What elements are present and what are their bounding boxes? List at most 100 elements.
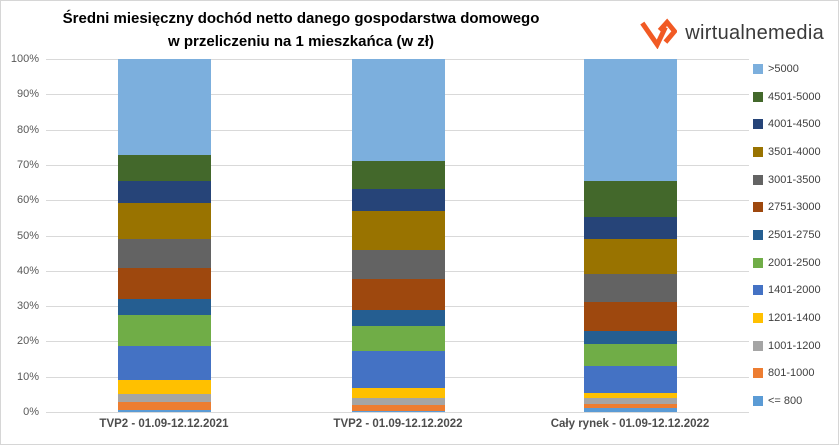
legend-swatch [753, 285, 763, 296]
category-label: TVP2 - 01.09-12.12.2022 [333, 418, 463, 430]
y-tick-label: 20% [16, 335, 39, 348]
stacked-bar [584, 59, 677, 412]
bar-segment [118, 346, 211, 381]
legend-label: 2001-2500 [768, 256, 821, 269]
bar-segment [584, 407, 677, 412]
chart-title: Średni miesięczny dochód netto danego go… [62, 10, 540, 50]
stacked-bar [118, 59, 211, 412]
legend-label: 1201-1400 [768, 311, 821, 324]
legend-label: >5000 [768, 63, 799, 75]
brand-logo-text: wirtualnemedia [685, 21, 824, 44]
bar-segment [584, 59, 677, 182]
bar-segment [118, 299, 211, 315]
y-tick-label: 90% [16, 88, 39, 101]
legend-item: 2001-2500 [753, 256, 838, 269]
bar-segment [352, 410, 445, 412]
wm-monogram-icon [640, 18, 678, 49]
y-tick-label: 0% [23, 406, 39, 418]
x-axis: TVP2 - 01.09-12.12.2021 TVP2 - 01.09-12.1… [46, 418, 749, 438]
bar-segment [118, 203, 211, 240]
legend-item: 3001-3500 [753, 173, 838, 186]
legend-item: 2501-2750 [753, 228, 838, 241]
bar-segment [118, 410, 211, 412]
y-tick-label: 50% [16, 229, 39, 242]
legend-item: 1401-2000 [753, 284, 838, 297]
legend-swatch [753, 174, 763, 185]
legend-label: 3001-3500 [768, 173, 821, 186]
bar-segment [352, 351, 445, 389]
legend-swatch [753, 119, 763, 130]
bar-segment [584, 216, 677, 239]
legend: >5000 4501-5000 4001-4500 3501-4000 3001-350… [753, 63, 838, 407]
bar-segment [584, 238, 677, 275]
legend-swatch [753, 312, 763, 323]
gridline [46, 412, 749, 413]
legend-item: 2751-3000 [753, 201, 838, 213]
legend-item: 1201-1400 [753, 311, 838, 324]
bar-segment [352, 160, 445, 189]
bar-segment [352, 398, 445, 406]
bar-segment [584, 302, 677, 332]
plot-area [46, 59, 749, 413]
legend-label: 4001-4500 [768, 118, 821, 131]
bar-segment [352, 388, 445, 399]
bar-segment [584, 366, 677, 393]
legend-item: 3501-4000 [753, 145, 838, 158]
y-tick-label: 70% [16, 158, 39, 171]
legend-item: <= 800 [753, 394, 838, 407]
bar-segment [584, 344, 677, 367]
legend-item: 801-1000 [753, 367, 838, 380]
bar-segment [118, 380, 211, 395]
legend-item: 4501-5000 [753, 90, 838, 103]
legend-label: 2501-2750 [768, 228, 821, 241]
legend-swatch [753, 64, 763, 74]
legend-label: 801-1000 [768, 367, 815, 380]
bar-segment [584, 397, 677, 405]
category-label: Cały rynek - 01.09-12.12.2022 [550, 418, 710, 430]
y-tick-label: 60% [16, 194, 39, 207]
legend-label: 3501-4000 [768, 145, 821, 158]
stacked-bar [352, 59, 445, 412]
bar-segment [118, 239, 211, 269]
legend-swatch [753, 91, 763, 102]
bar-segment [352, 210, 445, 251]
legend-swatch [753, 202, 763, 213]
legend-label: 1401-2000 [768, 284, 821, 297]
legend-swatch [753, 368, 763, 379]
bar-segment [118, 401, 211, 411]
legend-label: 1001-1200 [768, 339, 821, 352]
y-tick-label: 40% [16, 264, 39, 277]
legend-label: 4501-5000 [768, 90, 821, 103]
brand-logo: wirtualnemedia [639, 17, 824, 49]
legend-item: >5000 [753, 63, 838, 75]
bar-segment [352, 325, 445, 352]
bar-segment [118, 268, 211, 300]
legend-swatch [753, 395, 763, 406]
legend-swatch [753, 146, 763, 157]
bar-segment [352, 250, 445, 279]
bar-segment [118, 181, 211, 204]
bar-segment [118, 314, 211, 347]
legend-swatch [753, 229, 763, 240]
y-tick-label: 10% [16, 370, 39, 383]
legend-label: <= 800 [768, 394, 803, 407]
legend-swatch [753, 340, 763, 351]
legend-item: 1001-1200 [753, 339, 838, 352]
category-label: TVP2 - 01.09-12.12.2021 [99, 418, 229, 430]
bar-segment [584, 331, 677, 345]
bar-segment [584, 181, 677, 217]
bar-segment [584, 274, 677, 303]
bar-segment [118, 59, 211, 156]
y-tick-label: 30% [16, 300, 39, 313]
bar-segment [352, 59, 445, 161]
legend-swatch [753, 257, 763, 268]
y-tick-label: 100% [10, 53, 39, 65]
bar-segment [352, 309, 445, 326]
bar-segment [352, 405, 445, 411]
y-axis: 0% 10% 20% 30% 40% 50% 60% 70% 80% 90% 100% [1, 53, 39, 418]
y-tick-label: 80% [16, 123, 39, 136]
legend-item: 4001-4500 [753, 118, 838, 131]
bar-segment [352, 188, 445, 211]
bar-segment [584, 404, 677, 408]
